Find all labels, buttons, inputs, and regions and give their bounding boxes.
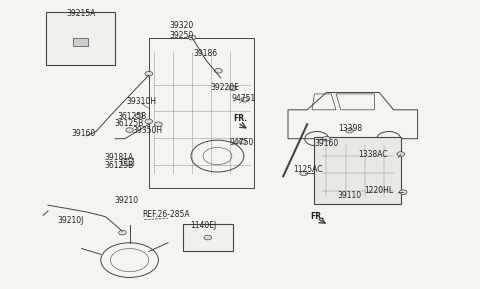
Text: 39350H: 39350H — [133, 126, 163, 135]
Bar — [121, 158, 133, 165]
Circle shape — [323, 136, 330, 141]
Circle shape — [119, 230, 126, 235]
Text: 39160: 39160 — [314, 139, 338, 148]
Text: 39210: 39210 — [114, 196, 138, 205]
Text: 36125B: 36125B — [105, 161, 133, 170]
Text: 39110: 39110 — [337, 190, 361, 200]
Text: 94750: 94750 — [229, 138, 253, 147]
Text: 1140EJ: 1140EJ — [190, 221, 216, 231]
Text: 39215A: 39215A — [66, 8, 96, 18]
Circle shape — [135, 113, 143, 118]
Circle shape — [397, 152, 405, 156]
Text: 1220HL: 1220HL — [365, 186, 394, 195]
Text: 39186: 39186 — [193, 49, 217, 58]
FancyBboxPatch shape — [46, 12, 115, 65]
Text: FR.: FR. — [233, 114, 247, 123]
FancyBboxPatch shape — [314, 137, 401, 204]
Text: 1338AC: 1338AC — [359, 149, 388, 159]
Circle shape — [300, 171, 308, 176]
Text: 39320
39250: 39320 39250 — [169, 21, 193, 40]
FancyBboxPatch shape — [183, 224, 233, 251]
Circle shape — [399, 190, 407, 194]
Text: 39310H: 39310H — [127, 97, 156, 106]
Bar — [73, 38, 88, 46]
Text: FR.: FR. — [311, 212, 325, 221]
Circle shape — [145, 71, 153, 76]
Circle shape — [215, 68, 222, 73]
Circle shape — [126, 128, 133, 132]
Text: 94751: 94751 — [232, 94, 256, 103]
Circle shape — [239, 139, 246, 144]
Text: 39210J: 39210J — [58, 216, 84, 225]
Text: 13398: 13398 — [338, 124, 362, 133]
Text: 1125AC: 1125AC — [293, 164, 323, 174]
Circle shape — [145, 119, 153, 124]
Circle shape — [241, 97, 249, 102]
Text: 39181A: 39181A — [105, 153, 133, 162]
Circle shape — [155, 122, 162, 127]
Text: 36125B: 36125B — [114, 119, 143, 128]
Text: 39160: 39160 — [71, 129, 95, 138]
Circle shape — [188, 35, 196, 40]
Text: REF.26-285A: REF.26-285A — [142, 210, 190, 219]
Text: 36125B: 36125B — [118, 112, 146, 121]
Circle shape — [229, 86, 237, 90]
Circle shape — [204, 235, 212, 240]
Circle shape — [346, 128, 353, 133]
Text: 39220E: 39220E — [210, 83, 239, 92]
